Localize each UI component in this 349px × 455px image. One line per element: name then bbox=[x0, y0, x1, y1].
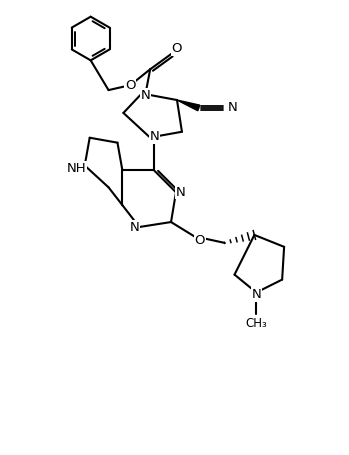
Text: O: O bbox=[194, 234, 205, 248]
Text: N: N bbox=[252, 288, 261, 301]
Text: N: N bbox=[149, 130, 159, 143]
Text: O: O bbox=[172, 42, 182, 55]
Text: N: N bbox=[176, 186, 186, 199]
Text: N: N bbox=[228, 101, 237, 115]
Text: NH: NH bbox=[67, 162, 87, 175]
Text: CH₃: CH₃ bbox=[245, 317, 267, 330]
Polygon shape bbox=[177, 100, 200, 111]
Text: N: N bbox=[129, 221, 139, 233]
Text: O: O bbox=[125, 79, 136, 91]
Text: N: N bbox=[140, 89, 150, 101]
